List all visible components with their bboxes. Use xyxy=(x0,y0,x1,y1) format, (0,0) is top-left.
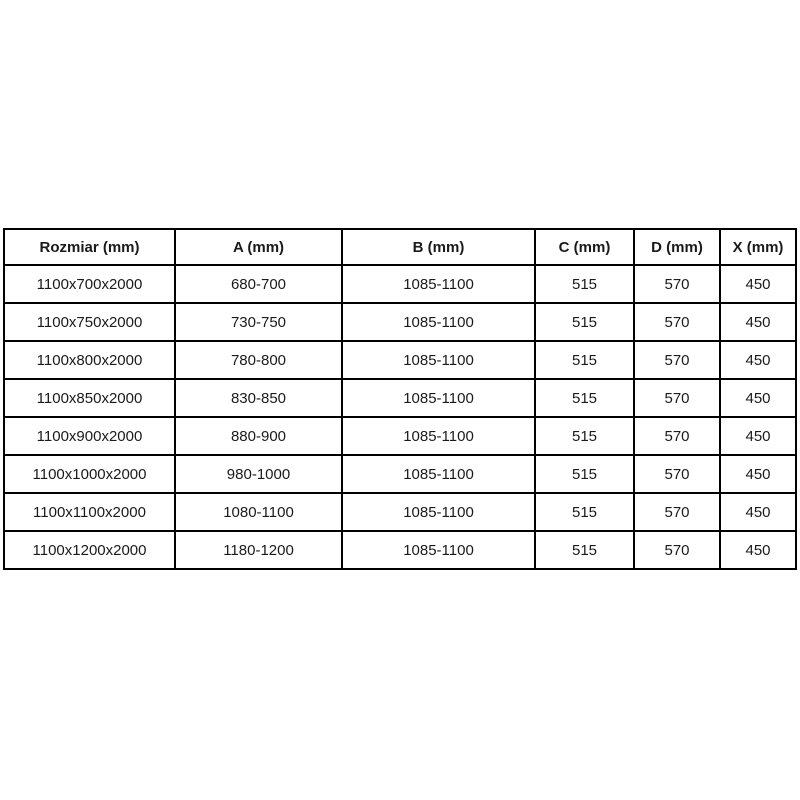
header-row: Rozmiar (mm) A (mm) B (mm) C (mm) D (mm) X (m… xyxy=(3,228,797,266)
column-header: D (mm) xyxy=(633,228,721,266)
table-cell: 570 xyxy=(633,340,721,380)
table-cell: 1085-1100 xyxy=(341,492,536,532)
table-cell: 570 xyxy=(633,302,721,342)
table-cell: 1085-1100 xyxy=(341,530,536,570)
table-row: 1100x700x2000 680-700 1085-1100 515 570 450 xyxy=(3,264,797,304)
table-cell: 570 xyxy=(633,264,721,304)
table-row: 1100x800x2000 780-800 1085-1100 515 570 450 xyxy=(3,340,797,380)
table-cell: 570 xyxy=(633,454,721,494)
table-body: 1100x700x2000 680-700 1085-1100 515 570 450 11… xyxy=(3,264,797,570)
table-cell: 1180-1200 xyxy=(174,530,343,570)
table-row: 1100x750x2000 730-750 1085-1100 515 570 450 xyxy=(3,302,797,342)
table-cell: 1085-1100 xyxy=(341,378,536,418)
table-cell: 1100x900x2000 xyxy=(3,416,176,456)
table-cell: 1085-1100 xyxy=(341,264,536,304)
table-cell: 450 xyxy=(719,264,797,304)
table-cell: 570 xyxy=(633,378,721,418)
table-cell: 830-850 xyxy=(174,378,343,418)
table-cell: 980-1000 xyxy=(174,454,343,494)
table-cell: 780-800 xyxy=(174,340,343,380)
table-row: 1100x1200x2000 1180-1200 1085-1100 515 570 45… xyxy=(3,530,797,570)
table-cell: 880-900 xyxy=(174,416,343,456)
table-cell: 730-750 xyxy=(174,302,343,342)
table-cell: 1100x800x2000 xyxy=(3,340,176,380)
table-cell: 515 xyxy=(534,302,635,342)
table-cell: 1085-1100 xyxy=(341,340,536,380)
table-header: Rozmiar (mm) A (mm) B (mm) C (mm) D (mm) X (m… xyxy=(3,228,797,266)
table-cell: 1100x700x2000 xyxy=(3,264,176,304)
table-cell: 1085-1100 xyxy=(341,302,536,342)
table-cell: 450 xyxy=(719,454,797,494)
table-cell: 680-700 xyxy=(174,264,343,304)
table-cell: 570 xyxy=(633,530,721,570)
table-cell: 515 xyxy=(534,378,635,418)
table-cell: 515 xyxy=(534,454,635,494)
column-header: B (mm) xyxy=(341,228,536,266)
table-row: 1100x900x2000 880-900 1085-1100 515 570 450 xyxy=(3,416,797,456)
size-spec-table: Rozmiar (mm) A (mm) B (mm) C (mm) D (mm) X (m… xyxy=(3,228,797,570)
table-cell: 450 xyxy=(719,302,797,342)
table-cell: 515 xyxy=(534,416,635,456)
table-row: 1100x1000x2000 980-1000 1085-1100 515 570 450 xyxy=(3,454,797,494)
table-cell: 515 xyxy=(534,264,635,304)
table-cell: 570 xyxy=(633,416,721,456)
table-cell: 1085-1100 xyxy=(341,454,536,494)
table-cell: 450 xyxy=(719,378,797,418)
table-cell: 1100x750x2000 xyxy=(3,302,176,342)
table-cell: 1080-1100 xyxy=(174,492,343,532)
table-cell: 450 xyxy=(719,340,797,380)
table-cell: 1100x1200x2000 xyxy=(3,530,176,570)
table-cell: 450 xyxy=(719,416,797,456)
table-cell: 1100x850x2000 xyxy=(3,378,176,418)
table-row: 1100x850x2000 830-850 1085-1100 515 570 450 xyxy=(3,378,797,418)
table-cell: 1100x1100x2000 xyxy=(3,492,176,532)
table-cell: 515 xyxy=(534,492,635,532)
table-row: 1100x1100x2000 1080-1100 1085-1100 515 570 45… xyxy=(3,492,797,532)
table-cell: 450 xyxy=(719,530,797,570)
column-header: Rozmiar (mm) xyxy=(3,228,176,266)
table-cell: 450 xyxy=(719,492,797,532)
table-cell: 570 xyxy=(633,492,721,532)
table-cell: 1085-1100 xyxy=(341,416,536,456)
table-cell: 515 xyxy=(534,340,635,380)
table-cell: 1100x1000x2000 xyxy=(3,454,176,494)
column-header: C (mm) xyxy=(534,228,635,266)
column-header: A (mm) xyxy=(174,228,343,266)
column-header: X (mm) xyxy=(719,228,797,266)
table-cell: 515 xyxy=(534,530,635,570)
